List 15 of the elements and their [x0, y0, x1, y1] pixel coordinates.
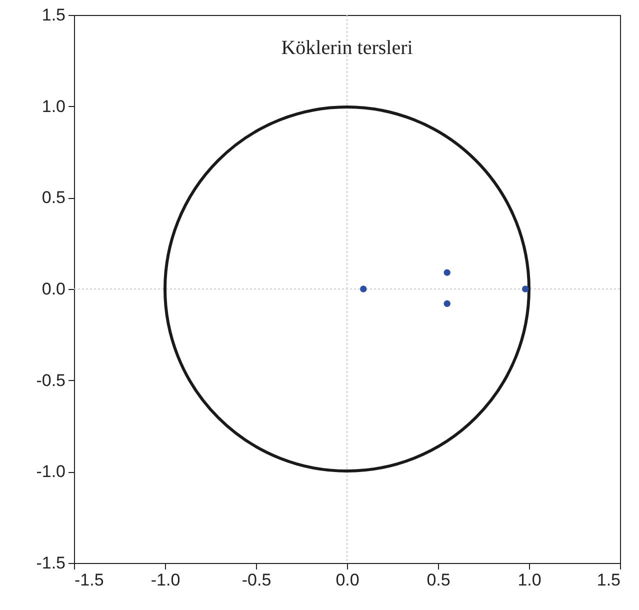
x-tick-label: 1.5 [596, 570, 620, 590]
y-tick-label: -1.0 [36, 462, 66, 482]
x-tick-label: -1.0 [150, 570, 180, 590]
text: Köklerin tersleri [281, 37, 414, 59]
x-tick-label: 1.0 [518, 570, 542, 590]
x-tick-label: 0.0 [336, 570, 360, 590]
x-tick-label: 0.5 [426, 570, 450, 590]
y-tick-label: -1.5 [36, 554, 66, 572]
y-tick-label: 0.5 [42, 188, 66, 208]
y-tick-label: 0.0 [42, 280, 66, 298]
x-tick-label: -0.5 [242, 570, 272, 590]
y-tick-label: 1.0 [42, 96, 66, 116]
y-tick-label: -0.5 [36, 370, 66, 390]
x-tick-label: -1.5 [74, 570, 104, 590]
y-tick-label: 1.5 [42, 6, 66, 24]
